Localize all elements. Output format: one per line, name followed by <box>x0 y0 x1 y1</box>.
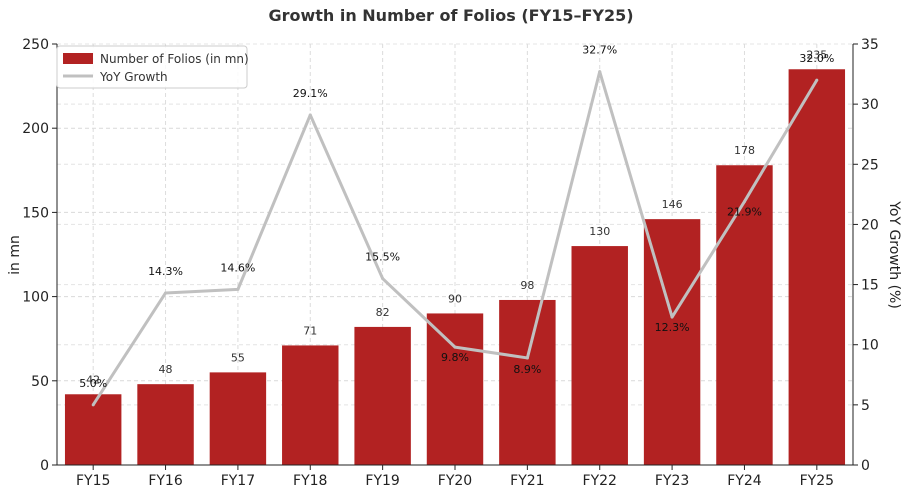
line-point <box>236 287 240 291</box>
bar <box>499 299 556 465</box>
bar <box>571 246 628 465</box>
x-tick-label: FY20 <box>438 473 472 489</box>
yoy-value-label: 32.7% <box>582 44 617 57</box>
line-point <box>670 315 674 319</box>
y-tick-label: 200 <box>22 121 49 137</box>
x-tick-label: FY16 <box>148 473 183 489</box>
y2-tick-label: 0 <box>861 458 870 474</box>
line-point <box>525 356 529 360</box>
yoy-value-label: 8.9% <box>513 363 541 376</box>
bar <box>426 313 484 465</box>
bar-value-label: 55 <box>231 351 245 364</box>
y-axis-label: in mn <box>7 235 23 275</box>
line-point <box>742 200 746 204</box>
x-tick-label: FY19 <box>365 473 399 489</box>
x-tick-label: FY17 <box>221 473 255 489</box>
legend-line-label: YoY Growth <box>99 70 168 84</box>
bar-value-label: 235 <box>806 48 827 61</box>
bar <box>354 326 411 465</box>
bar-value-label: 48 <box>159 363 173 376</box>
bar-value-label: 42 <box>86 373 100 386</box>
yoy-value-label: 5.0% <box>79 377 107 390</box>
x-tick-label: FY25 <box>800 473 834 489</box>
axes: 0 50 100 150 200 250 0 5 10 15 20 25 30 35 FY15 FY16 FY1… <box>22 37 879 489</box>
bar-value-label: 178 <box>734 144 755 157</box>
line-series <box>91 70 819 407</box>
bar-value-label: 90 <box>448 292 462 305</box>
bar <box>643 219 701 465</box>
y2-tick-label: 5 <box>861 398 870 414</box>
legend-box <box>56 45 248 89</box>
bar <box>282 345 339 465</box>
y-tick-label: 150 <box>22 205 49 221</box>
bar <box>209 372 267 465</box>
y-tick-label: 0 <box>40 458 49 474</box>
bar <box>137 384 194 465</box>
line-point <box>815 78 819 82</box>
bar-value-label: 146 <box>662 198 683 211</box>
y2-tick-label: 20 <box>861 217 879 233</box>
line-point <box>91 403 95 407</box>
bar-value-label: 71 <box>303 324 317 337</box>
line-point <box>453 345 457 349</box>
bar-series <box>64 69 846 466</box>
bar <box>788 69 846 465</box>
bar-value-label: 98 <box>520 279 534 292</box>
line-point <box>308 113 312 117</box>
data-labels: 42 48 55 71 82 90 98 130 146 178 235 5.0% 14.3% 14.6%… <box>79 44 834 390</box>
yoy-value-label: 15.5% <box>365 251 400 264</box>
x-tick-label: FY21 <box>510 473 544 489</box>
yoy-value-label: 21.9% <box>727 206 762 219</box>
y2-tick-label: 35 <box>861 37 879 53</box>
y2-tick-label: 10 <box>861 338 879 354</box>
x-tick-label: FY15 <box>76 473 110 489</box>
y2-tick-label: 25 <box>861 157 879 173</box>
x-tick-label: FY22 <box>583 473 617 489</box>
y-tick-label: 250 <box>22 37 49 53</box>
y2-axis-label: YoY Growth (%) <box>886 200 902 309</box>
x-tick-label: FY24 <box>727 473 762 489</box>
y-tick-label: 50 <box>31 374 49 390</box>
bar <box>716 165 773 466</box>
y2-tick-label: 30 <box>861 97 879 113</box>
x-tick-label: FY23 <box>655 473 689 489</box>
bar-value-label: 82 <box>376 306 390 319</box>
line-point <box>164 291 168 295</box>
yoy-value-label: 14.3% <box>148 265 183 278</box>
chart-title: Growth in Number of Folios (FY15–FY25) <box>268 6 633 25</box>
y2-tick-label: 15 <box>861 278 879 294</box>
y-tick-label: 100 <box>22 290 49 306</box>
yoy-value-label: 29.1% <box>293 87 328 100</box>
bar-value-label: 130 <box>589 225 610 238</box>
legend-bar-label: Number of Folios (in mn) <box>100 52 249 66</box>
legend: Number of Folios (in mn) YoY Growth <box>56 45 249 89</box>
yoy-value-label: 12.3% <box>655 321 690 334</box>
line-point <box>381 277 385 281</box>
x-tick-label: FY18 <box>293 473 327 489</box>
yoy-value-label: 9.8% <box>441 351 469 364</box>
yoy-value-label: 14.6% <box>220 261 255 274</box>
line-point <box>598 70 602 74</box>
legend-bar-swatch <box>63 53 93 64</box>
yoy-value-label: 32.0% <box>799 52 834 65</box>
